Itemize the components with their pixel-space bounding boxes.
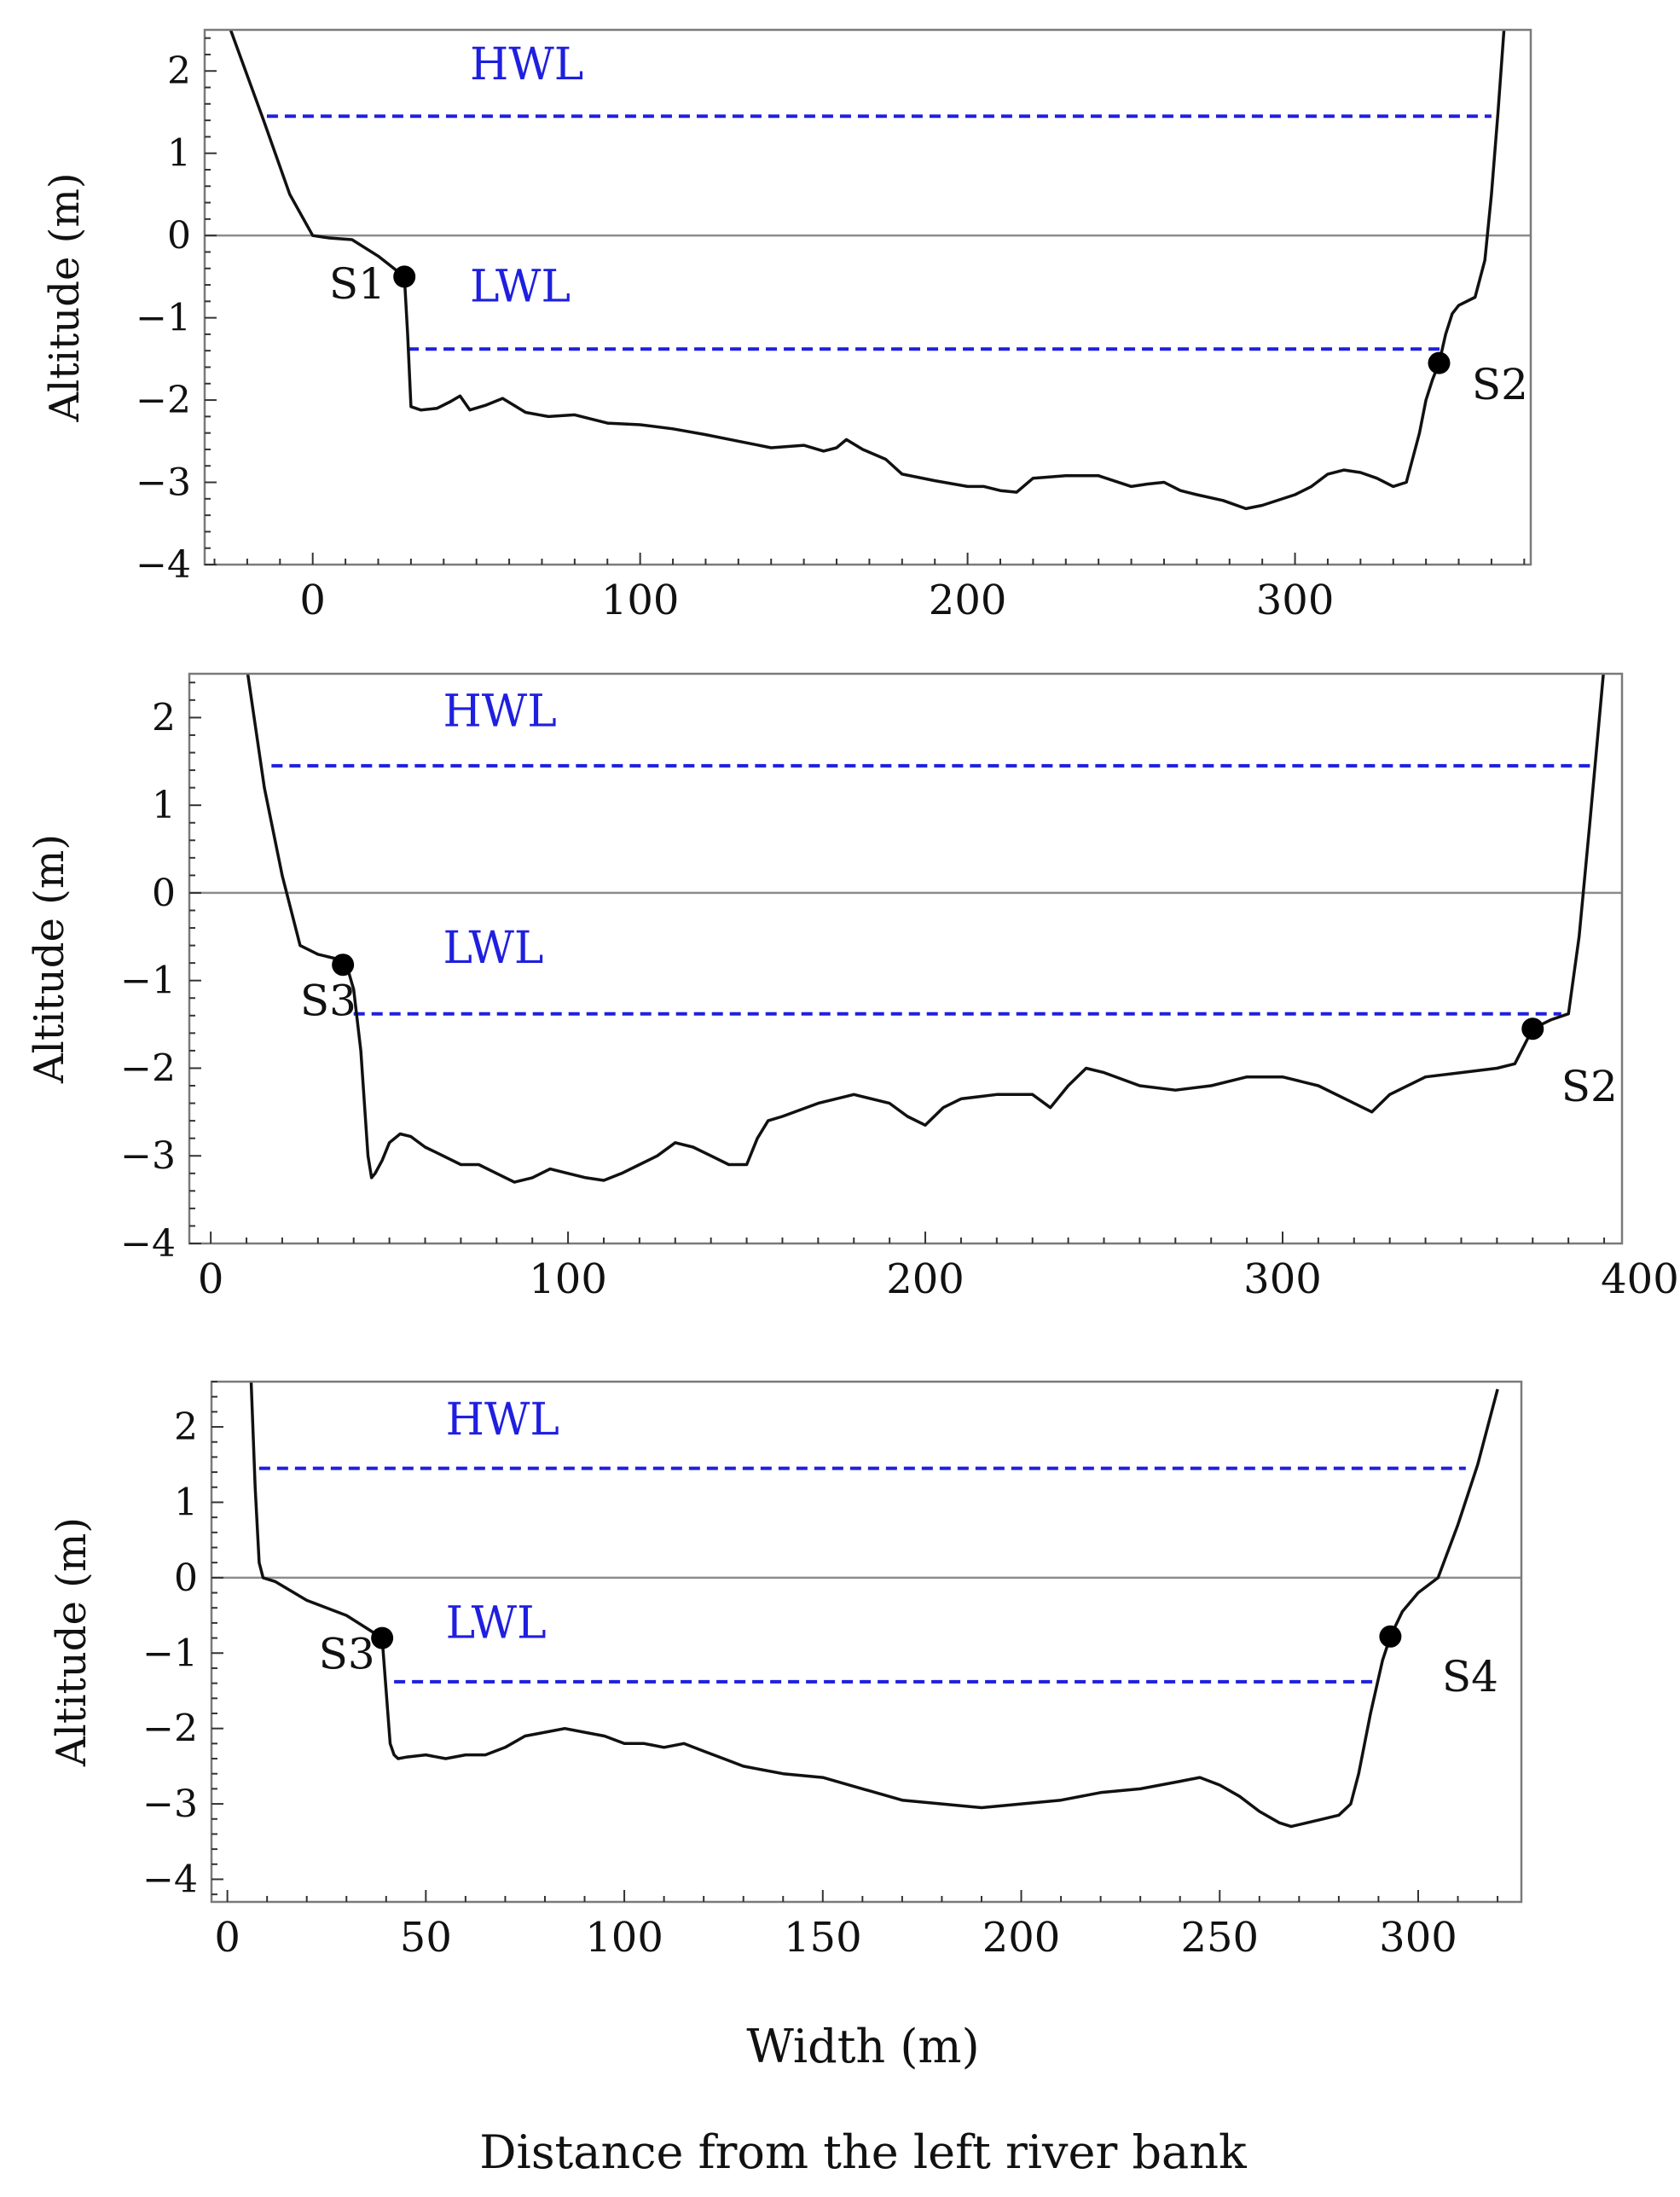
x-tick-label: 250	[1180, 1914, 1259, 1962]
y-tick-label: −4	[142, 1858, 198, 1901]
x-tick-label: 200	[929, 577, 1007, 624]
figure-caption: Distance from the left river bank	[479, 2125, 1248, 2179]
y-tick-label: −4	[136, 543, 191, 587]
y-axis-label: Altitude (m)	[26, 834, 73, 1084]
y-tick-label: −3	[120, 1134, 176, 1178]
station-marker-s2	[1428, 351, 1451, 374]
y-tick-label: −1	[136, 297, 191, 340]
x-tick-label: 300	[1243, 1255, 1322, 1303]
x-tick-label: 150	[784, 1914, 862, 1962]
water-level-label-lwl: LWL	[470, 261, 571, 312]
x-tick-label: 100	[585, 1914, 663, 1962]
y-tick-label: −2	[136, 379, 191, 422]
x-tick-label: 0	[299, 577, 326, 624]
x-tick-label: 300	[1256, 577, 1335, 624]
x-tick-label: 200	[982, 1914, 1061, 1962]
y-tick-label: 1	[152, 784, 176, 827]
y-tick-label: 0	[174, 1556, 198, 1600]
chart-panel-3: HWL LWL S3 S4 −4 −3 −2 −1 0 1 2 0 50 100 150 200 250 300 A…	[48, 1380, 1523, 1962]
station-marker-s1	[393, 265, 416, 288]
x-tick-label: 300	[1379, 1914, 1457, 1962]
y-tick-label: −1	[120, 959, 176, 1003]
x-tick-label: 400	[1601, 1255, 1679, 1303]
bed-profile-line	[249, 1382, 1499, 1829]
y-tick-label: 2	[174, 1406, 198, 1449]
x-tick-label: 100	[601, 577, 680, 624]
station-label-s2: S2	[1472, 360, 1528, 409]
station-label-s3: S3	[300, 976, 356, 1025]
chart-panel-1: HWL LWL S1 S2 −4 −3 −2 −1 0 1 2 0 100 200 300 Altitude …	[41, 28, 1532, 624]
y-tick-label: −2	[120, 1046, 176, 1090]
y-tick-label: 2	[167, 49, 191, 93]
station-label-s4: S4	[1442, 1652, 1498, 1701]
y-tick-label: −1	[142, 1632, 198, 1675]
y-tick-label: −4	[120, 1222, 176, 1266]
y-tick-label: 2	[152, 696, 176, 739]
station-marker-s3	[371, 1626, 394, 1649]
y-tick-label: −3	[136, 461, 191, 505]
plot-frame	[203, 28, 1532, 566]
y-tick-label: 1	[167, 132, 191, 176]
bed-profile-line	[246, 674, 1605, 1184]
bed-profile-line	[229, 30, 1506, 511]
x-tick-label: 0	[198, 1255, 224, 1303]
x-axis-label: Width (m)	[746, 2020, 979, 2073]
water-level-label-hwl: HWL	[470, 39, 583, 90]
station-label-s2: S2	[1561, 1062, 1618, 1111]
station-label-s3: S3	[319, 1629, 375, 1678]
chart-panel-2: HWL LWL S3 S2 −4 −3 −2 −1 0 1 2 0 100 200 300 400 Altitu…	[26, 672, 1679, 1303]
x-tick-label: 100	[529, 1255, 607, 1303]
plot-frame	[210, 1380, 1523, 1904]
x-tick-label: 0	[214, 1914, 240, 1962]
y-axis-label: Altitude (m)	[41, 172, 89, 422]
station-marker-s3	[332, 954, 355, 977]
station-marker-s4	[1379, 1625, 1402, 1648]
water-level-label-lwl: LWL	[446, 1598, 547, 1649]
station-label-s1: S1	[329, 259, 385, 309]
water-level-label-lwl: LWL	[443, 923, 543, 974]
y-axis-label: Altitude (m)	[48, 1517, 96, 1767]
x-tick-label: 50	[400, 1914, 452, 1962]
station-marker-s2	[1521, 1017, 1544, 1041]
y-tick-label: 0	[152, 872, 176, 915]
plot-frame	[188, 672, 1624, 1245]
x-tick-label: 200	[886, 1255, 965, 1303]
water-level-label-hwl: HWL	[446, 1394, 559, 1446]
y-tick-label: −2	[142, 1707, 198, 1751]
y-tick-label: −3	[142, 1783, 198, 1826]
water-level-label-hwl: HWL	[443, 687, 556, 738]
y-tick-label: 0	[167, 214, 191, 258]
y-tick-label: 1	[174, 1481, 198, 1524]
